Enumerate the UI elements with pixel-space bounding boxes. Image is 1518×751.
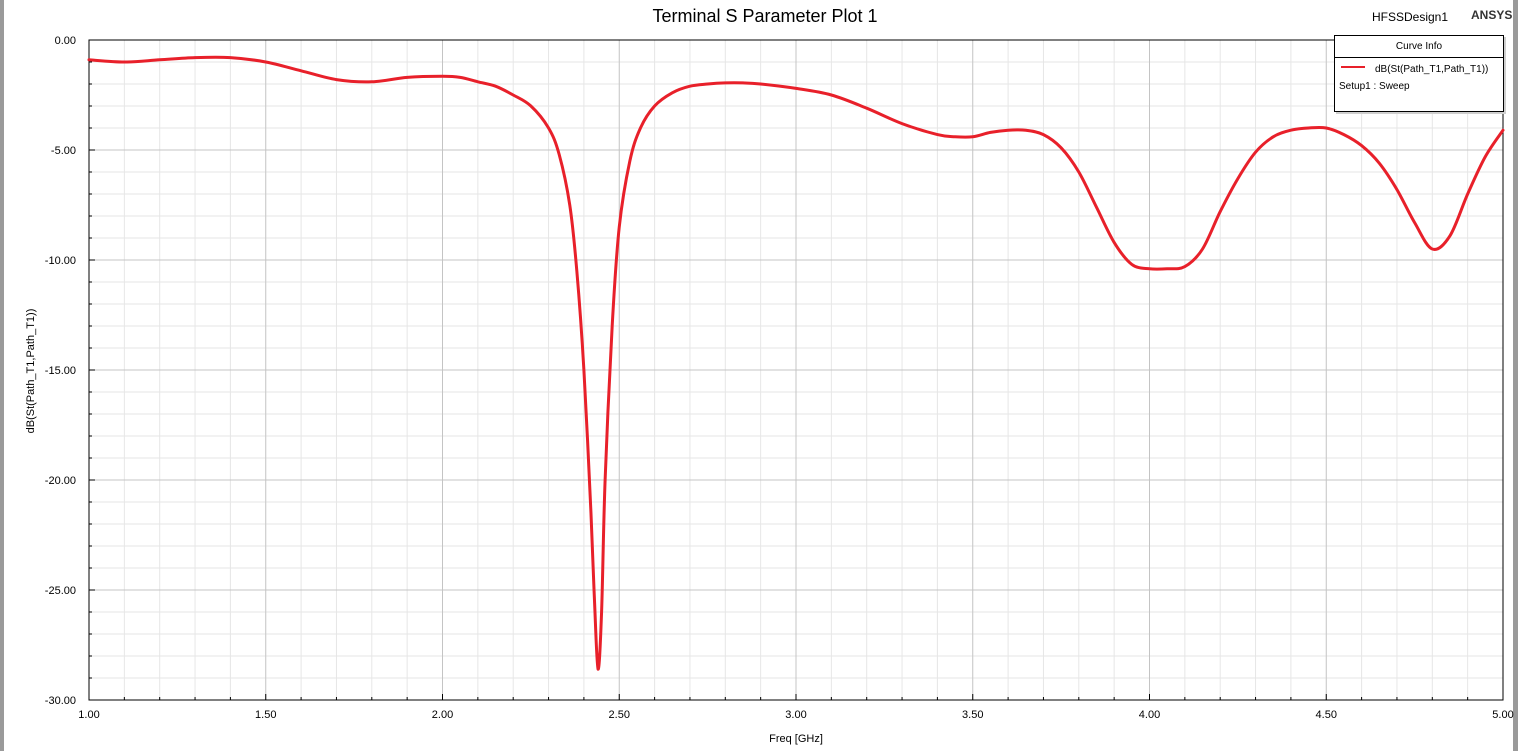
curve-info-legend[interactable]: Curve Info dB(St(Path_T1,Path_T1)) Setup… [1334,35,1504,112]
window-left-border [0,0,4,751]
x-tick-label: 2.00 [432,709,453,721]
y-axis-label: dB(St(Path_T1,Path_T1)) [25,308,37,434]
y-tick-label: -5.00 [51,145,76,157]
legend-title: Curve Info [1335,36,1503,58]
y-tick-label: -15.00 [45,365,76,377]
y-tick-label: -25.00 [45,585,76,597]
y-tick-label: -10.00 [45,255,76,267]
legend-setup-name: Setup1 : Sweep [1339,81,1410,92]
x-tick-label: 4.00 [1139,709,1160,721]
x-tick-label: 1.50 [255,709,276,721]
legend-line-swatch [1341,66,1365,68]
x-tick-label: 3.00 [785,709,806,721]
x-tick-label: 5.00 [1492,709,1513,721]
x-tick-label: 4.50 [1316,709,1337,721]
ansys-logo: ANSYS [1471,8,1513,22]
y-tick-label: -20.00 [45,475,76,487]
x-tick-label: 2.50 [609,709,630,721]
x-tick-label: 1.00 [78,709,99,721]
series-line-s11 [87,55,1505,671]
legend-curve-name: dB(St(Path_T1,Path_T1)) [1375,64,1489,75]
chart-title: Terminal S Parameter Plot 1 [652,6,878,26]
y-tick-label: -30.00 [45,695,76,707]
design-name-label: HFSSDesign1 [1372,10,1449,24]
window-right-border [1513,0,1518,751]
y-tick-label: 0.00 [55,35,76,47]
x-axis-label: Freq [GHz] [769,733,823,745]
x-tick-label: 3.50 [962,709,983,721]
